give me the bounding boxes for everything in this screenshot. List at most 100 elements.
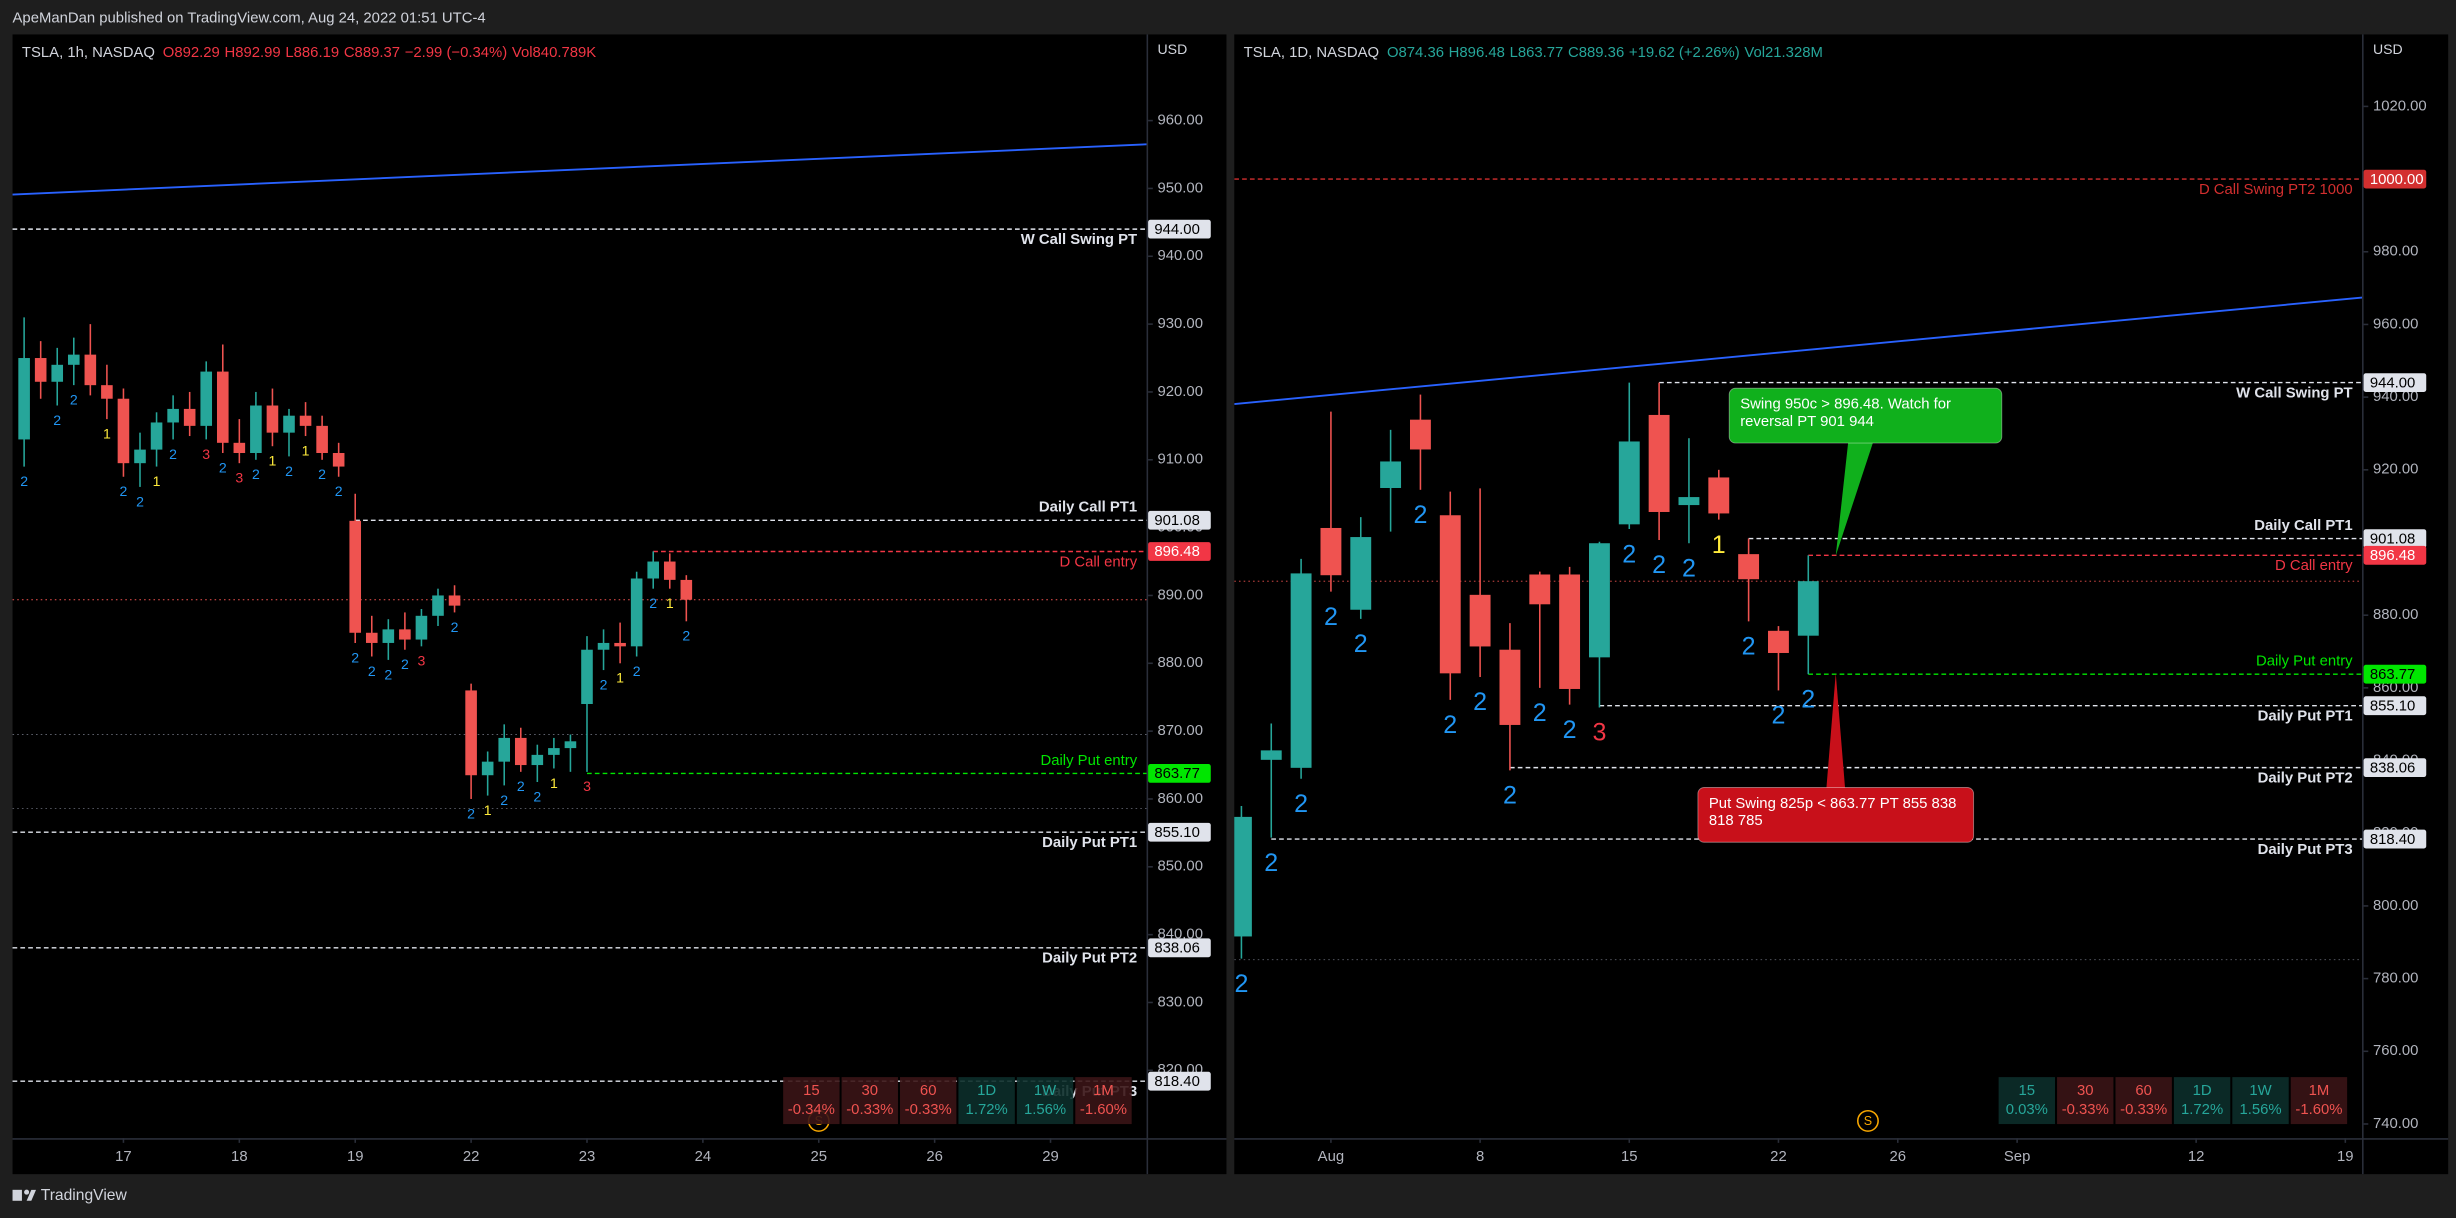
candle-body bbox=[299, 415, 312, 426]
td-count: 2 bbox=[1563, 716, 1577, 744]
td-count: 2 bbox=[1682, 554, 1696, 582]
td-count: 2 bbox=[1413, 501, 1427, 529]
candle-body bbox=[266, 405, 279, 433]
price-tag bbox=[2363, 545, 2427, 565]
brand: TradingView bbox=[41, 1187, 128, 1204]
dividend-marker bbox=[1856, 1109, 1879, 1132]
legend-value: L886.19 bbox=[285, 45, 339, 61]
price-tag bbox=[1148, 938, 1211, 958]
level-label: Daily Put PT2 bbox=[1042, 951, 1137, 967]
legend-value: Vol840.789K bbox=[512, 45, 596, 61]
td-count: 1 bbox=[302, 442, 310, 458]
td-count: 2 bbox=[533, 788, 541, 804]
candle-body bbox=[432, 595, 444, 616]
legend-value: C889.37 bbox=[344, 45, 400, 61]
perf-value: -0.34% bbox=[788, 1102, 835, 1118]
x-tick-label: 17 bbox=[115, 1149, 132, 1165]
price-tag bbox=[2363, 829, 2427, 849]
price-tag-label: 855.10 bbox=[1154, 825, 1199, 841]
legend-value: H892.99 bbox=[224, 45, 280, 61]
perf-period: 15 bbox=[803, 1083, 820, 1099]
candle-body bbox=[101, 385, 113, 399]
td-count: 2 bbox=[1264, 849, 1278, 877]
legend-value: Vol21.328M bbox=[1744, 45, 1823, 61]
candle-body bbox=[1797, 581, 1819, 636]
price-tag-label: 944.00 bbox=[2370, 375, 2415, 391]
candle-body bbox=[1589, 543, 1610, 658]
y-tick-label: 740.00 bbox=[2373, 1116, 2418, 1132]
perf-cell bbox=[783, 1077, 840, 1125]
perf-value: -1.60% bbox=[2295, 1102, 2342, 1118]
price-tag bbox=[2363, 169, 2427, 189]
x-tick-label: 12 bbox=[2188, 1149, 2205, 1165]
perf-value: 1.56% bbox=[1024, 1102, 1066, 1118]
candle-body bbox=[498, 737, 511, 762]
perf-cell bbox=[2057, 1077, 2114, 1125]
level-label: Daily Call PT1 bbox=[2254, 518, 2352, 534]
x-tick-label: Aug bbox=[1318, 1149, 1344, 1165]
legend-value: C889.36 bbox=[1568, 45, 1624, 61]
x-tick-label: 22 bbox=[1770, 1149, 1787, 1165]
td-count: 3 bbox=[235, 470, 243, 486]
td-count: 2 bbox=[1622, 540, 1636, 568]
perf-period: 1M bbox=[1093, 1083, 1114, 1099]
x-tick-label: 24 bbox=[695, 1149, 712, 1165]
y-tick-label: 800.00 bbox=[2373, 898, 2418, 914]
td-count: 2 bbox=[600, 676, 608, 692]
td-count: 2 bbox=[368, 663, 376, 679]
symbol: TSLA, 1h, NASDAQ bbox=[22, 45, 155, 61]
candle-body bbox=[680, 579, 693, 600]
candle-body bbox=[1409, 419, 1431, 450]
td-count: 2 bbox=[500, 792, 508, 808]
chart-legend: TSLA, 1h, NASDAQ O892.29 H892.99 L886.19 C88… bbox=[22, 45, 596, 61]
callout-box bbox=[1697, 787, 1975, 843]
x-tick-label: 19 bbox=[2337, 1149, 2354, 1165]
candle-body bbox=[250, 405, 262, 453]
perf-value: -0.33% bbox=[2062, 1102, 2109, 1118]
perf-value: 1.56% bbox=[2239, 1102, 2281, 1118]
price-tag-label: 838.06 bbox=[2370, 760, 2415, 776]
candle-body bbox=[34, 358, 47, 382]
candle-body bbox=[448, 595, 461, 606]
callout: Put Swing 825p < 863.77 PT 855 838 818 7… bbox=[1709, 795, 1957, 829]
level-label: Daily Put PT3 bbox=[2258, 842, 2353, 858]
currency: USD bbox=[2373, 41, 2403, 57]
y-tick-label: 920.00 bbox=[1158, 384, 1203, 400]
candle-body bbox=[531, 754, 544, 766]
candle-body bbox=[1708, 477, 1730, 514]
candle-body bbox=[647, 561, 660, 579]
level-label: D Call Swing PT2 1000 bbox=[2199, 182, 2353, 198]
price-tag-label: 818.40 bbox=[1154, 1074, 1199, 1090]
level-label: W Call Swing PT bbox=[2236, 385, 2352, 401]
x-tick-label: 25 bbox=[810, 1149, 827, 1165]
td-count: 2 bbox=[1533, 699, 1547, 727]
legend-value: −2.99 (−0.34%) bbox=[405, 45, 508, 61]
td-count: 3 bbox=[202, 446, 210, 462]
price-tag-label: 818.40 bbox=[2370, 832, 2415, 848]
candle-body bbox=[1260, 750, 1282, 760]
candle-body bbox=[1380, 461, 1402, 488]
td-count: 2 bbox=[682, 628, 690, 644]
candle-body bbox=[1320, 527, 1342, 576]
td-count: 2 bbox=[1742, 633, 1756, 661]
y-tick-label: 960.00 bbox=[2373, 316, 2418, 332]
perf-period: 1D bbox=[977, 1083, 996, 1099]
td-count: 2 bbox=[53, 412, 61, 428]
legend-value: L863.77 bbox=[1510, 45, 1564, 61]
td-count: 2 bbox=[120, 483, 128, 499]
legend-value: O892.29 bbox=[163, 45, 220, 61]
perf-period: 15 bbox=[2019, 1083, 2036, 1099]
legend-value: H896.48 bbox=[1449, 45, 1505, 61]
td-count: 2 bbox=[517, 778, 525, 794]
perf-value: -0.33% bbox=[905, 1102, 952, 1118]
td-count: 2 bbox=[1443, 711, 1457, 739]
x-tick-label: 8 bbox=[1476, 1149, 1484, 1165]
candle-body bbox=[1618, 441, 1640, 525]
price-tag bbox=[2363, 373, 2427, 392]
chart-legend: TSLA, 1D, NASDAQ O874.36 H896.48 L863.77 C88… bbox=[1244, 45, 1823, 61]
price-tag bbox=[1148, 822, 1211, 842]
td-count: 2 bbox=[1294, 790, 1308, 818]
td-count: 2 bbox=[633, 663, 641, 679]
